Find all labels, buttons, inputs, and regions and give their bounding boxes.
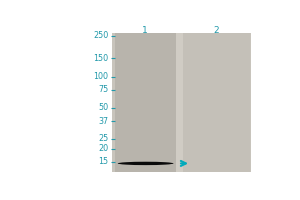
Text: 20: 20 bbox=[98, 144, 108, 153]
Bar bbox=[183, 33, 250, 172]
Bar bbox=[176, 33, 183, 172]
Text: 37: 37 bbox=[98, 117, 108, 126]
Text: 250: 250 bbox=[93, 31, 108, 40]
Ellipse shape bbox=[118, 162, 173, 165]
Text: 100: 100 bbox=[93, 72, 108, 81]
Text: 1: 1 bbox=[142, 26, 147, 35]
Text: 150: 150 bbox=[93, 54, 108, 63]
Text: 2: 2 bbox=[214, 26, 219, 35]
Text: 15: 15 bbox=[98, 157, 108, 166]
Bar bbox=[116, 33, 176, 172]
Text: 25: 25 bbox=[98, 134, 108, 143]
Text: 50: 50 bbox=[98, 103, 108, 112]
Text: 75: 75 bbox=[98, 85, 108, 94]
Bar bbox=[112, 33, 251, 172]
